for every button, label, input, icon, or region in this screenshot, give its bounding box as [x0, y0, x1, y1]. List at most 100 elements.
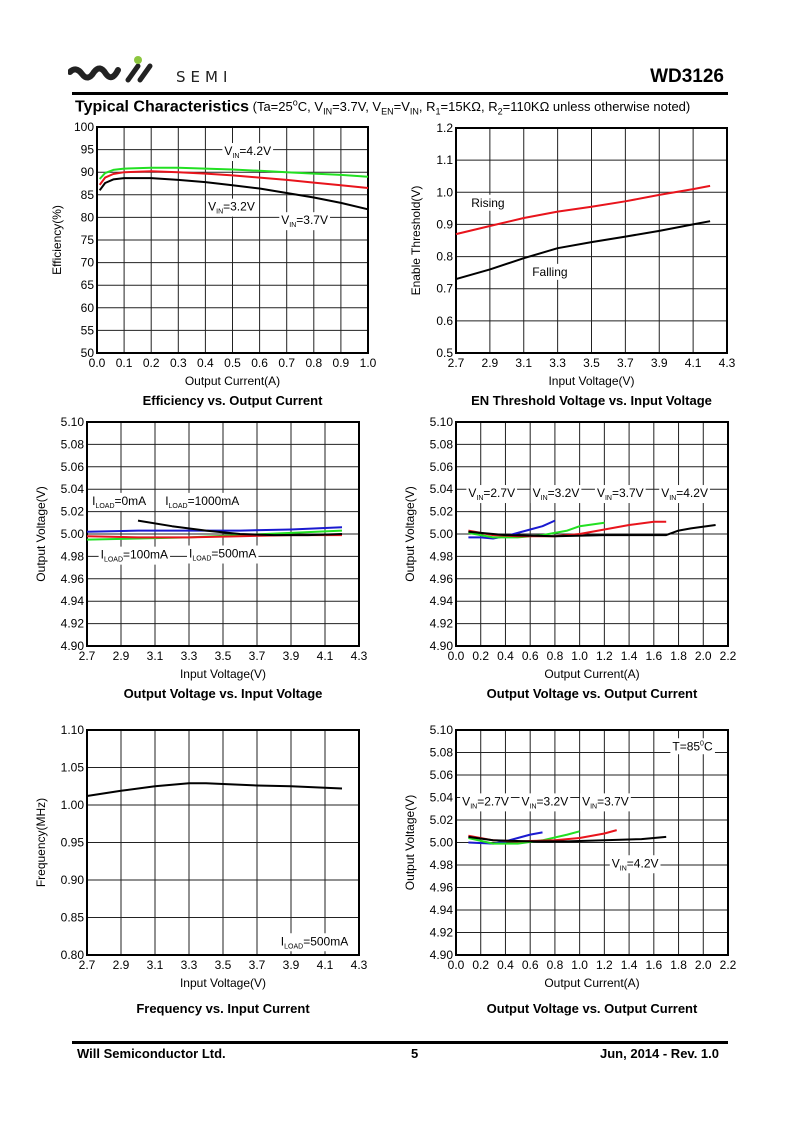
chart-title: Frequency vs. Input Current [136, 1001, 310, 1016]
x-tick-label: 0.6 [522, 649, 539, 663]
chart-title: Output Voltage vs. Output Current [487, 686, 698, 701]
x-axis-label: Input Voltage(V) [548, 374, 634, 388]
footer-company: Will Semiconductor Ltd. [77, 1046, 226, 1061]
y-tick-label: 4.94 [61, 594, 85, 608]
y-tick-label: 5.10 [430, 415, 454, 429]
plot-frame [86, 421, 360, 647]
x-tick-label: 4.1 [317, 958, 334, 972]
x-axis-label: Input Voltage(V) [180, 976, 266, 990]
plot-frame [455, 421, 729, 647]
annotation-bg [279, 212, 330, 231]
x-tick-label: 2.9 [113, 649, 130, 663]
annotation-bg [519, 793, 571, 812]
y-axis-label: Efficiency(%) [50, 205, 64, 275]
annotation-label: ILOAD=100mA [101, 548, 168, 564]
y-tick-label: 5.06 [61, 460, 85, 474]
plot-frame [455, 729, 729, 956]
condition-part: =3.7V, V [332, 99, 382, 115]
y-tick-label: 70 [81, 256, 95, 270]
x-tick-label: 3.3 [181, 958, 198, 972]
y-tick-label: 90 [81, 165, 95, 179]
x-tick-label: 2.7 [79, 958, 96, 972]
y-tick-label: 4.96 [61, 572, 85, 586]
y-tick-label: 5.04 [430, 791, 454, 805]
y-tick-label: 55 [81, 323, 95, 337]
y-tick-label: 4.92 [430, 926, 454, 940]
chart-vout-vs-iout-85c: 0.0 0.2 0.4 0.6 0.8 1.0 1.2 1.4 1.6 1.8 2.0 2.2 4.90… [403, 723, 737, 1016]
y-tick-label: 60 [81, 301, 95, 315]
x-axis-label: Output Current(A) [185, 374, 280, 388]
x-tick-label: 0.6 [251, 356, 268, 370]
y-axis-label: Enable Threshold(V) [409, 186, 423, 296]
y-tick-label: 5.06 [430, 768, 454, 782]
x-axis-label: Output Current(A) [544, 667, 639, 681]
y-tick-label: 5.00 [430, 527, 454, 541]
annotation-label: Rising [471, 196, 504, 210]
y-tick-label: 0.7 [436, 282, 453, 296]
y-tick-label: 5.04 [61, 482, 85, 496]
x-tick-label: 0.4 [197, 356, 214, 370]
x-tick-label: 0.2 [472, 649, 489, 663]
x-tick-label: 1.4 [621, 958, 638, 972]
x-tick-label: 3.5 [583, 356, 600, 370]
chart-efficiency: 0.0 0.1 0.2 0.3 0.4 0.5 0.6 0.7 0.8 0.9 1.0 50 55 60 6… [50, 120, 377, 408]
series-line-iload-1000ma [137, 519, 343, 537]
x-tick-label: 1.0 [571, 958, 588, 972]
x-tick-label: 0.7 [278, 356, 295, 370]
series-line-falling [455, 220, 711, 281]
y-axis-label: Frequency(MHz) [34, 798, 48, 887]
condition-part: =V [393, 99, 410, 115]
y-tick-label: 4.90 [430, 948, 454, 962]
y-tick-label: 0.95 [61, 836, 85, 850]
series-line-iload-500ma [86, 782, 343, 797]
header-rule [72, 92, 728, 95]
annotation-bg [466, 485, 518, 504]
x-tick-label: 2.9 [113, 958, 130, 972]
condition-part: , R [418, 99, 436, 115]
annotation-bg [469, 194, 507, 211]
footer-rule [72, 1041, 728, 1044]
x-tick-label: 0.4 [497, 958, 514, 972]
x-tick-label: 2.0 [695, 958, 712, 972]
x-tick-label: 1.2 [596, 958, 613, 972]
x-tick-label: 3.9 [283, 649, 300, 663]
x-tick-label: 3.3 [549, 356, 566, 370]
y-tick-label: 4.94 [430, 594, 454, 608]
annotation-label: VIN=4.2V [661, 486, 708, 502]
condition-part: o [292, 98, 298, 108]
annotation-bg [278, 933, 351, 952]
y-tick-label: 5.06 [430, 460, 454, 474]
x-tick-label: 0.2 [472, 958, 489, 972]
y-tick-label: 1.1 [436, 153, 453, 167]
y-tick-label: 5.08 [430, 746, 454, 760]
y-tick-label: 5.10 [430, 723, 454, 737]
y-axis-label: Output Voltage(V) [403, 795, 417, 890]
x-tick-label: 2.9 [482, 356, 499, 370]
annotation-bg [90, 492, 149, 511]
y-tick-label: 0.90 [61, 873, 85, 887]
annotation-label: Falling [532, 265, 567, 279]
y-tick-label: 1.2 [436, 121, 453, 135]
y-tick-label: 0.85 [61, 911, 85, 925]
x-tick-label: 3.5 [215, 649, 232, 663]
annotation-label: VIN=3.7V [582, 794, 629, 810]
annotation-bg [163, 492, 242, 511]
y-tick-label: 85 [81, 188, 95, 202]
y-tick-label: 100 [74, 120, 94, 134]
annotation-label: VIN=4.2V [224, 144, 271, 160]
y-tick-label: 0.80 [61, 948, 85, 962]
x-tick-label: 2.0 [695, 649, 712, 663]
x-tick-label: 0.8 [547, 649, 564, 663]
x-tick-label: 1.4 [621, 649, 638, 663]
y-axis-label: Output Voltage(V) [34, 486, 48, 581]
annotation-label: VIN=4.2V [612, 856, 659, 872]
y-tick-label: 5.08 [61, 437, 85, 451]
y-tick-label: 4.96 [430, 572, 454, 586]
y-axis-label: Output Voltage(V) [403, 486, 417, 581]
y-tick-label: 4.98 [430, 858, 454, 872]
x-tick-label: 0.6 [522, 958, 539, 972]
annotation-bg [530, 263, 570, 280]
logo-slash-1 [125, 63, 141, 83]
series-line-rising [455, 184, 711, 236]
x-tick-label: 2.2 [720, 649, 737, 663]
